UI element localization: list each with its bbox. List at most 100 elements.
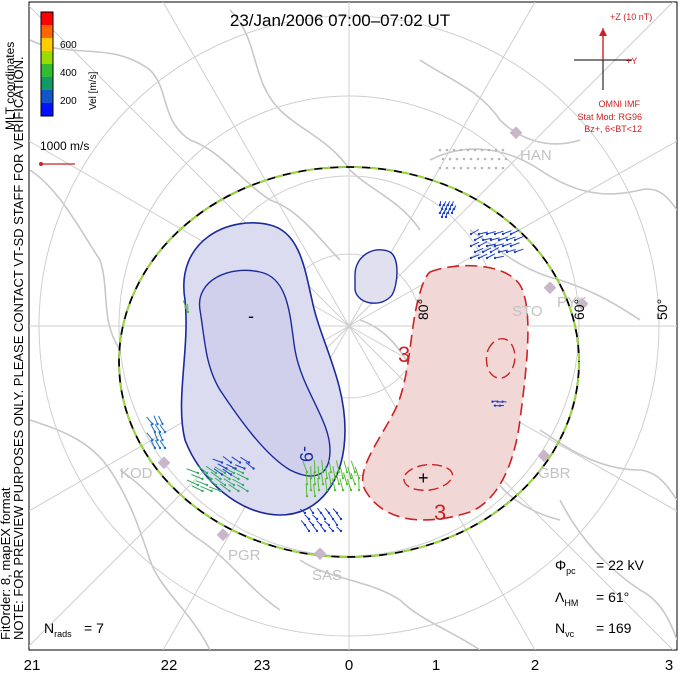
velocity-vector-origin [321,470,325,474]
velocity-vector [478,253,488,259]
colorbar-segment [41,25,53,39]
low-velocity-point [487,166,491,170]
velocity-vector-origin [331,529,335,533]
velocity-vector-origin [219,489,222,493]
imf-clock: +Z (10 nT) +Y OMNI IMF Stat Mod: RG96 Bz… [574,12,652,134]
velocity-vector-origin [325,488,329,492]
velocity-vector [222,456,232,463]
velocity-vector [502,242,512,247]
velocity-vector [498,236,508,241]
colorbar-tick-400: 400 [60,68,77,79]
velocity-vector-origin [497,238,501,242]
velocity-vector-origin [357,488,361,492]
velocity-vector-origin [446,211,450,215]
lat-label-50: 50° [654,299,670,320]
velocity-vector [186,468,199,474]
velocity-vector [324,478,328,491]
velocity-vector-origin [210,489,213,493]
velocity-vector [302,460,308,473]
velocity-vector-origin [163,446,167,450]
velocity-vector-origin [252,467,255,470]
velocity-vector [328,460,332,473]
velocity-vector [510,242,520,247]
low-velocity-point [459,148,463,152]
velocity-vector-origin [444,215,448,219]
velocity-vector-origin [303,511,307,515]
velocity-vector [482,247,492,253]
velocity-vector [506,236,516,241]
low-velocity-point [466,166,470,170]
contour-label-pos-1: 3 [398,342,410,367]
velocity-vector [182,300,187,309]
velocity-vector [153,431,158,441]
colorbar-segment [41,51,53,65]
velocity-vector [490,237,500,241]
velocity-vector [154,424,161,433]
low-velocity-point [480,148,484,152]
velocity-vector-origin [232,483,236,487]
velocity-vector-origin [493,232,497,236]
mlt-axis: 21 22 23 0 1 2 3 [24,657,674,674]
low-velocity-point [494,148,498,152]
velocity-vector [346,478,352,491]
velocity-vector-origin [151,438,154,442]
velocity-vector [153,415,158,425]
radar-label-han: HAN [520,147,552,164]
velocity-vector-origin [307,529,311,533]
coordinate-system-label: MLT coordinates [3,42,17,130]
mlt-tick: 0 [345,657,353,674]
map-title: 23/Jan/2006 07:00–07:02 UT [230,11,450,30]
velocity-vector [240,456,250,463]
velocity-vector-origin [489,238,493,242]
velocity-vector-origin [333,476,337,480]
velocity-vector-origin [163,430,167,434]
velocity-vector-origin [509,232,513,236]
scale-vector-label: 1000 m/s [40,139,89,153]
velocity-vector-origin [210,477,213,481]
velocity-vector-origin [313,494,317,498]
velocity-vector-origin [317,476,321,480]
velocity-vector [347,466,352,479]
mlt-tick: 2 [531,657,539,674]
velocity-vector-origin [241,483,245,487]
velocity-vector [470,254,480,259]
velocity-vector [209,486,221,492]
velocity-vector-origin [341,476,345,480]
mlt-tick: 3 [665,657,673,674]
velocity-vector-origin [345,470,349,474]
low-velocity-point [480,166,484,170]
velocity-vector [159,440,166,449]
velocity-vector [494,243,504,247]
velocity-vector-origin [485,256,489,260]
low-velocity-point [466,148,470,152]
imf-y-label: +Y [626,56,637,66]
velocity-vector-origin [353,470,357,474]
velocity-vector [494,255,504,259]
velocity-vector-origin [485,244,489,248]
low-velocity-point [473,166,477,170]
velocity-vector [309,478,312,491]
low-velocity-point [504,157,508,161]
velocity-vector [186,479,199,486]
velocity-vector [236,484,248,492]
colorbar-tick-600: 600 [60,40,77,51]
velocity-vector-origin [311,511,315,515]
potential-min-marker: - [248,306,254,326]
velocity-vector [482,237,492,241]
velocity-vector-origin [501,244,505,248]
velocity-vector [320,472,324,485]
velocity-vector-origin [493,256,497,260]
low-velocity-point [501,166,505,170]
coastlines [29,9,677,650]
velocity-vector-origin [205,471,209,475]
positive-potential-contour-inner [403,463,454,491]
velocity-vector [490,247,500,253]
velocity-vector-origin [234,467,237,470]
velocity-vector-origin [246,477,249,481]
velocity-vector [200,485,212,492]
hm-boundary-green [118,166,580,558]
colorbar-tick-200: 200 [60,96,77,107]
low-velocity-point [441,157,445,161]
vector-count: = 169 [596,620,632,636]
velocity-vector-origin [325,476,329,480]
